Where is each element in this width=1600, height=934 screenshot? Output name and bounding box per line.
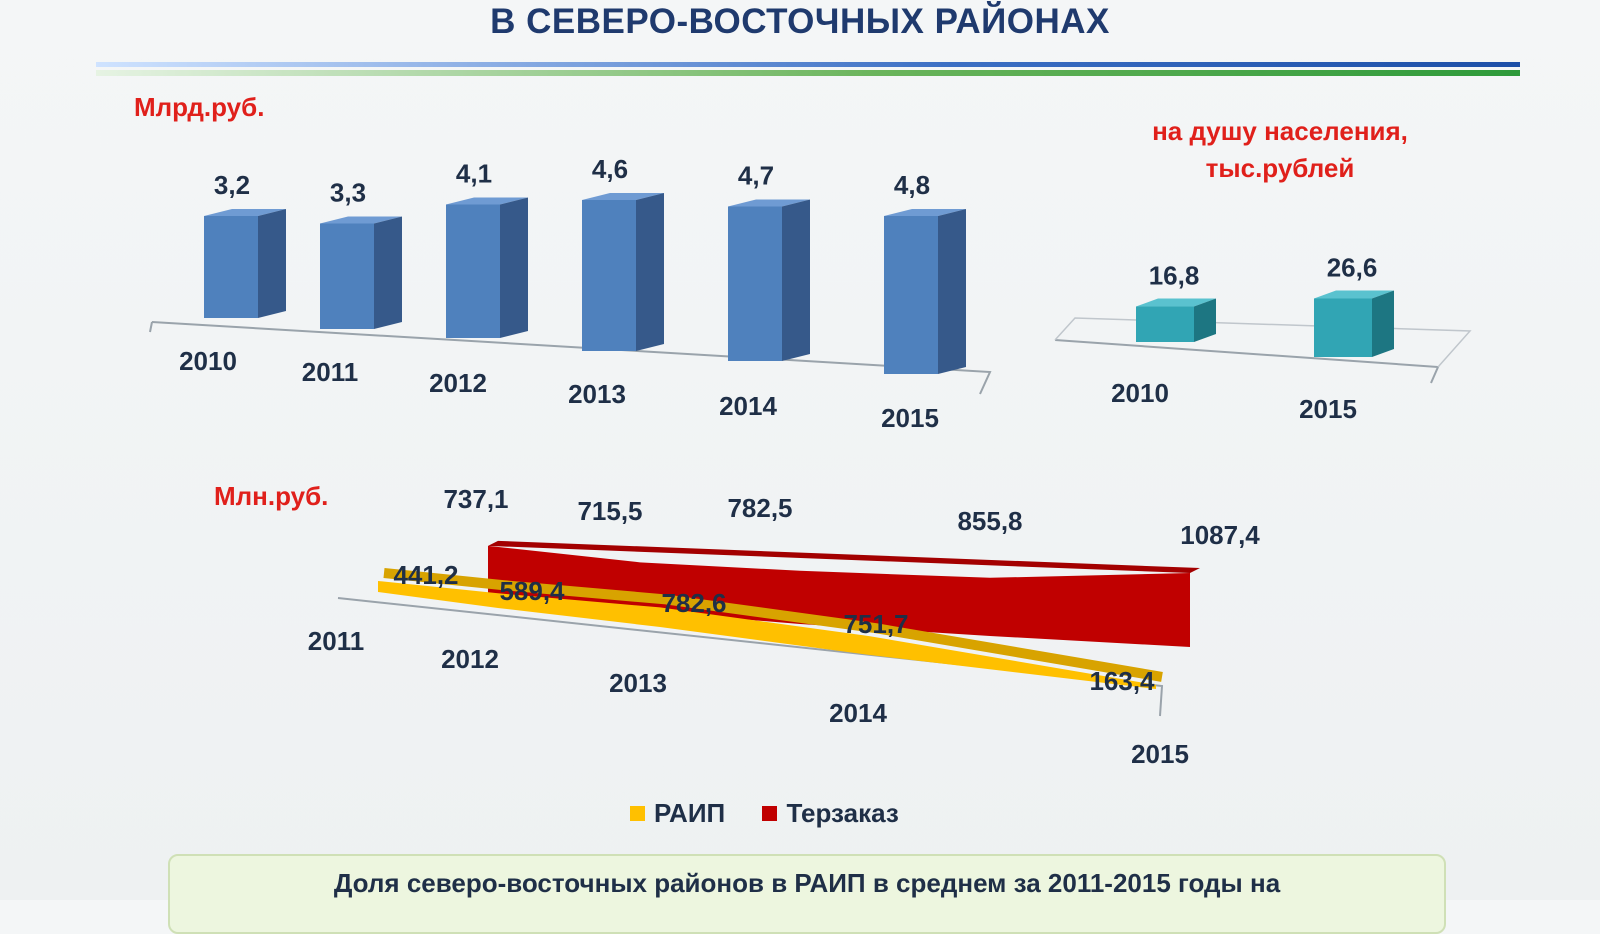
chart1-bar-2010-top [204,209,286,216]
chart2-x-tick-2010: 2010 [1111,378,1169,408]
chart1-bar-2015-front [884,216,938,374]
chart1-value-label-2015: 4,8 [894,170,930,200]
chart1-bar-2010-side [258,209,286,318]
chart1-x-tick-2013: 2013 [568,379,626,409]
legend-label-raip: РАИП [654,798,726,828]
chart3-raip-value-2014: 751,7 [843,609,908,639]
chart2-bar-2010-top [1136,298,1216,307]
chart3-series-terzakaz [488,545,1190,647]
chart1-bar-2013-side [636,193,664,351]
chart3-raip-value-2012: 589,4 [499,576,565,606]
chart1-bar-2010-front [204,216,258,318]
chart1-value-label-2014: 4,7 [738,161,774,191]
chart1-bar-2013 [582,193,664,351]
chart3-floor-line [337,597,1164,717]
chart1-bar-2015-side [938,209,966,374]
chart3-raip-value-2011: 441,2 [393,560,458,590]
chart3-series-raip-top [383,567,1163,682]
chart1-x-tick-2011: 2011 [302,357,358,387]
chart3-x-tick-2013: 2013 [609,668,667,698]
chart2-floor-back [1054,317,1472,368]
chart1-bar-2013-top [582,193,664,200]
chart1-bar-2011-side [374,216,402,329]
chart2-unit-line-1: на душу населения, [1152,116,1408,146]
chart1-bar-2011-top [320,216,402,224]
chart1-bar-2012-top [446,197,528,205]
chart3-unit-label: Млн.руб. [214,481,329,511]
chart3-x-tick-2014: 2014 [829,698,887,728]
chart3-x-tick-2015: 2015 [1131,739,1189,769]
summary-note-text: Доля северо-восточных районов в РАИП в с… [333,868,1281,898]
chart2-value-label-2010: 16,8 [1149,261,1200,291]
chart1-x-tick-2015: 2015 [881,403,939,433]
title-divider [96,62,1520,76]
chart1-bar-2011-front [320,223,374,329]
chart1-x-tick-2014: 2014 [719,391,777,421]
chart1-x-tick-2012: 2012 [429,368,487,398]
chart1-bar-2012-front [446,204,500,338]
summary-note: Доля северо-восточных районов в РАИП в с… [168,854,1446,934]
chart3-legend: РАИП Терзаказ [630,797,929,829]
chart1-value-label-2013: 4,6 [592,154,628,184]
chart1-bar-2013-front [582,200,636,351]
chart3-terzakaz-value-2011: 737,1 [443,484,508,514]
chart2-bar-2015 [1314,290,1394,357]
chart1-bar-2014 [728,199,810,361]
chart3-raip-value-2013: 782,6 [661,588,726,618]
chart2-unit-line-2: тыс.рублей [1205,153,1355,183]
chart2-bar-2010 [1136,298,1216,342]
chart3-terzakaz-value-2015: 1087,4 [1180,520,1260,550]
page-title: В СЕВЕРО-ВОСТОЧНЫХ РАЙОНАХ [490,2,1110,41]
chart1-bar-2012 [446,197,528,338]
chart1-x-tick-2010: 2010 [179,346,237,376]
chart2-bar-2015-top [1314,290,1394,299]
chart1-floor-line [151,321,992,395]
chart3-terzakaz-value-2013: 782,5 [727,493,792,523]
chart1-unit-label: Млрд.руб. [134,92,265,122]
chart1-bar-2015-top [884,209,966,216]
legend-swatch-raip [630,806,645,821]
chart2-unit-label: на душу населения, тыс.рублей [1100,113,1460,187]
chart2-x-tick-2015: 2015 [1299,394,1357,424]
chart1-value-label-2011: 3,3 [330,178,366,208]
chart1-bar-2014-side [782,199,810,361]
chart2-bar-2015-side [1372,290,1394,357]
legend-label-terzakaz: Терзаказ [786,798,899,828]
chart3-x-tick-2012: 2012 [441,644,499,674]
charts-canvas: 3,2 2010 3,3 2011 4,1 2012 4,6 2013 4,7 2014 4,8 20… [149,154,1472,769]
chart3-raip-value-2015: 163,4 [1089,666,1155,696]
chart2-bar-2010-front [1136,306,1194,342]
chart3-series-raip [378,580,1156,689]
chart3-terzakaz-value-2012: 715,5 [577,496,642,526]
chart1-value-label-2010: 3,2 [214,170,250,200]
legend-swatch-terzakaz [762,806,778,821]
chart1-bar-2010 [204,209,286,318]
chart2-bar-2010-side [1194,298,1216,342]
chart2-bar-2015-front [1314,298,1372,357]
chart1-bar-2015 [884,209,966,374]
chart1-bar-2012-side [500,197,528,338]
chart1-bar-2014-front [728,206,782,361]
chart1-bar-2011 [320,216,402,329]
chart3-x-tick-2011: 2011 [308,626,364,656]
chart3-terzakaz-value-2014: 855,8 [957,506,1022,536]
chart1-value-label-2012: 4,1 [456,159,492,189]
legend-item-raip: РАИП [630,798,725,829]
chart1-floor-tick [149,321,153,333]
chart1-bar-2014-top [728,199,810,207]
legend-item-terzakaz: Терзаказ [762,798,899,829]
chart2-value-label-2015: 26,6 [1327,252,1378,282]
chart3-series-terzakaz-top [488,540,1200,574]
